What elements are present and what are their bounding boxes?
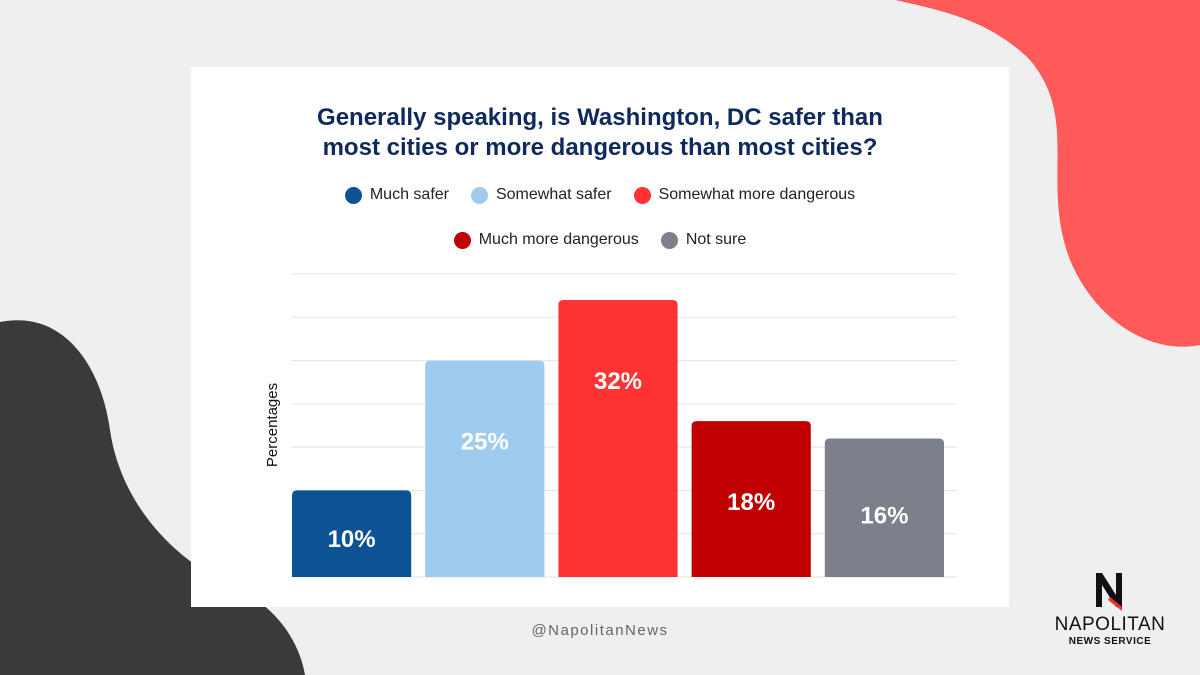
legend-label: Not sure [685, 231, 747, 248]
bar-much-more-dangerous [691, 421, 811, 577]
legend-item-much-more-dangerous: Much more dangerous [453, 231, 639, 249]
legend-item-somewhat-more-dangerous: Somewhat more dangerous [633, 186, 856, 204]
legend-label: Somewhat safer [495, 186, 612, 203]
legend-item-somewhat-safer: Somewhat safer [470, 186, 612, 204]
legend-swatch [660, 231, 678, 249]
legend-swatch [470, 186, 488, 204]
data-label: 32% [594, 368, 642, 395]
legend-swatch [453, 231, 471, 249]
logo-subtitle: NEWS SERVICE [1068, 636, 1152, 647]
logo-mark-icon [1096, 573, 1122, 611]
legend-swatch [344, 186, 362, 204]
data-label: 18% [727, 489, 775, 516]
legend-row-2: Much more dangerous Not sure [191, 231, 1009, 249]
bar-not-sure [824, 438, 944, 577]
bars: 10% 25% 32% 18% 16% [292, 299, 944, 577]
legend-label: Somewhat more dangerous [658, 186, 856, 203]
legend-swatch [633, 186, 651, 204]
chart-card: Generally speaking, is Washington, DC sa… [191, 67, 1009, 607]
data-label: 16% [860, 503, 908, 530]
bar-somewhat-safer [425, 360, 545, 577]
data-label: 10% [328, 526, 376, 553]
logo-wordmark: NAPOLITAN [1054, 614, 1166, 635]
bar-chart: Percentages 10% 25% 32% 18% 16% [264, 273, 957, 578]
legend-item-not-sure: Not sure [660, 231, 747, 249]
legend-label: Much safer [369, 186, 449, 203]
bar-somewhat-more-dangerous [558, 299, 678, 577]
chart-title: Generally speaking, is Washington, DC sa… [317, 104, 883, 161]
social-handle: @NapolitanNews [531, 622, 669, 639]
napolitan-logo: NAPOLITAN NEWS SERVICE [1040, 567, 1180, 647]
bar-much-safer [292, 490, 412, 577]
data-label: 25% [461, 429, 509, 456]
legend-label: Much more dangerous [478, 231, 639, 248]
red-corner-shape [895, 0, 1200, 347]
y-axis-label: Percentages [264, 383, 281, 467]
legend-row-1: Much safer Somewhat safer Somewhat more … [191, 186, 1009, 204]
legend-item-much-safer: Much safer [344, 186, 449, 204]
